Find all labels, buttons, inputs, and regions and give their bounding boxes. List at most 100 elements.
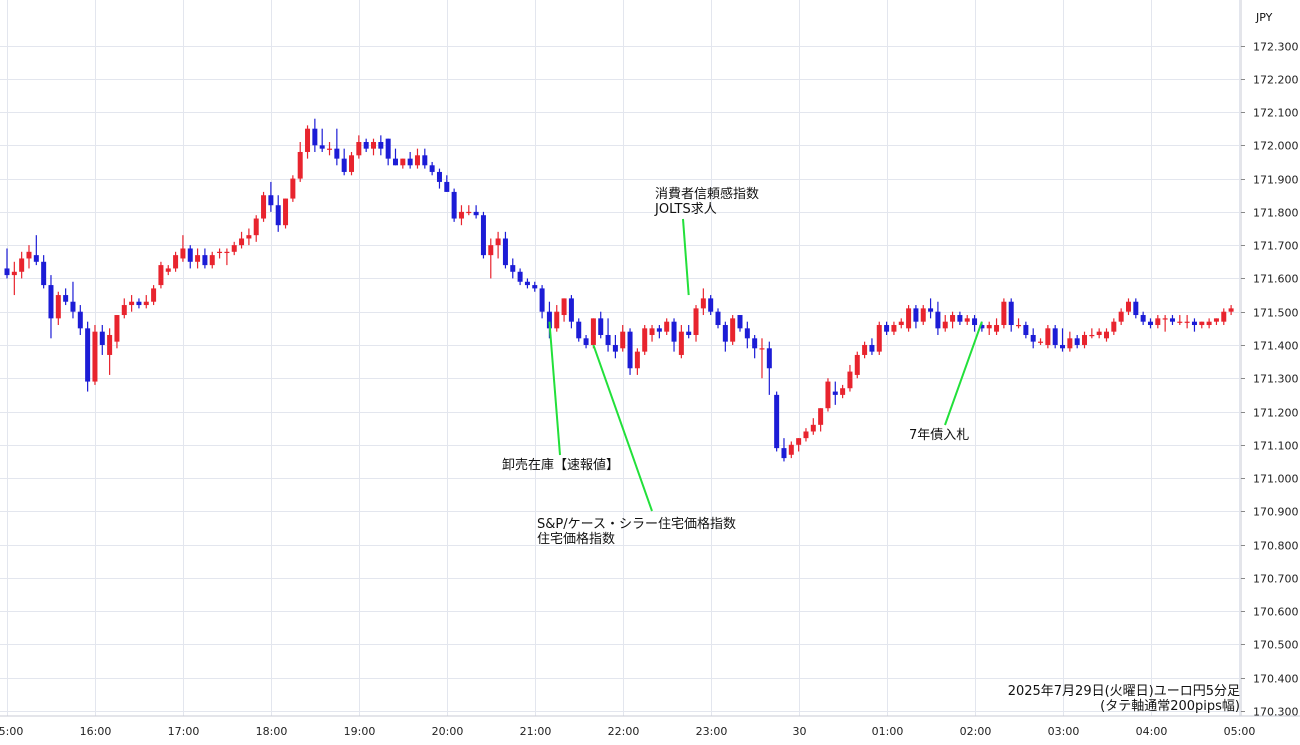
candle — [532, 281, 538, 292]
candle — [55, 291, 61, 326]
candle — [1023, 321, 1029, 339]
y-tick-label: 172.300 — [1253, 41, 1299, 54]
candle — [19, 251, 25, 279]
candle-body — [554, 311, 560, 329]
candle — [33, 235, 39, 266]
candle — [217, 248, 223, 259]
candle-body — [605, 334, 611, 345]
y-tick-label: 172.000 — [1253, 140, 1299, 153]
candle — [488, 238, 494, 279]
candle — [510, 258, 516, 279]
candle — [165, 265, 171, 276]
candle — [202, 248, 208, 269]
candle — [1140, 311, 1146, 326]
candle-body — [517, 271, 523, 282]
candle — [422, 148, 428, 169]
candle-body — [436, 171, 442, 182]
candle-body — [4, 268, 10, 276]
candle-body — [810, 424, 816, 432]
candle-body — [283, 198, 289, 226]
candle — [268, 181, 274, 212]
candle — [85, 321, 91, 392]
candle-body — [385, 138, 391, 159]
y-tick-label: 170.400 — [1253, 673, 1299, 686]
candle-body — [114, 315, 120, 342]
candle — [898, 318, 904, 329]
candle — [561, 298, 567, 322]
candle — [48, 275, 54, 339]
candle — [832, 381, 838, 405]
candle — [847, 364, 853, 392]
candle-body — [942, 321, 948, 329]
candle — [371, 138, 376, 156]
candle — [99, 325, 105, 355]
candle — [1008, 298, 1014, 332]
candle — [121, 298, 127, 319]
candle — [209, 251, 215, 269]
candle — [876, 321, 882, 355]
candle — [891, 321, 897, 335]
candle-body — [656, 328, 662, 332]
candle-body — [77, 311, 83, 329]
candle-body — [1074, 338, 1080, 345]
candle-body — [209, 255, 215, 266]
candle-body — [253, 218, 259, 236]
candle — [862, 341, 868, 359]
candle-body — [1177, 321, 1183, 323]
candle — [480, 211, 486, 259]
candle-body — [759, 348, 765, 350]
candle — [451, 188, 457, 222]
candle — [766, 341, 772, 395]
candle — [1104, 328, 1109, 342]
candle-body — [246, 235, 252, 239]
candle-body — [788, 444, 794, 455]
candle-body — [744, 328, 750, 339]
candle — [744, 321, 750, 349]
candle — [26, 245, 32, 269]
candle — [436, 168, 442, 189]
candle-body — [1140, 315, 1146, 322]
candle — [678, 325, 684, 359]
candle-body — [634, 351, 640, 369]
candle-body — [847, 371, 853, 389]
candle — [92, 325, 98, 385]
candle-body — [627, 331, 633, 369]
candle-body — [818, 408, 824, 425]
candle — [620, 325, 626, 352]
candle-body — [143, 301, 149, 306]
candle — [825, 378, 831, 412]
candle — [180, 235, 186, 262]
candle — [341, 148, 347, 176]
x-tick-label: 30 — [793, 725, 807, 738]
candle — [297, 141, 303, 182]
candle-body — [19, 258, 25, 272]
candle-body — [33, 255, 39, 262]
candle-body — [451, 191, 457, 219]
candle-body — [107, 334, 113, 355]
candle — [458, 205, 464, 226]
candle-body — [664, 321, 670, 332]
candle-body — [796, 438, 802, 445]
candle — [708, 295, 714, 316]
x-tick-label: 20:00 — [432, 725, 464, 738]
y-tick-label: 170.800 — [1253, 540, 1299, 553]
candle-body — [327, 148, 333, 150]
candle-body — [730, 318, 736, 342]
candle-body — [840, 388, 846, 395]
y-tick-label: 171.200 — [1253, 407, 1299, 420]
candle — [392, 148, 398, 166]
candle-body — [488, 245, 494, 256]
candle — [363, 138, 369, 152]
candle — [810, 418, 816, 435]
x-tick-label: 23:00 — [696, 725, 728, 738]
candle — [224, 248, 230, 266]
candle-body — [986, 325, 992, 329]
y-tick-label: 171.400 — [1253, 340, 1299, 353]
candle-body — [48, 285, 54, 319]
candle-body — [1016, 325, 1022, 327]
candle-body — [583, 338, 589, 345]
candle-body — [957, 315, 963, 322]
candle-body — [165, 268, 171, 272]
candle — [1096, 328, 1102, 339]
candle-body — [70, 301, 76, 312]
